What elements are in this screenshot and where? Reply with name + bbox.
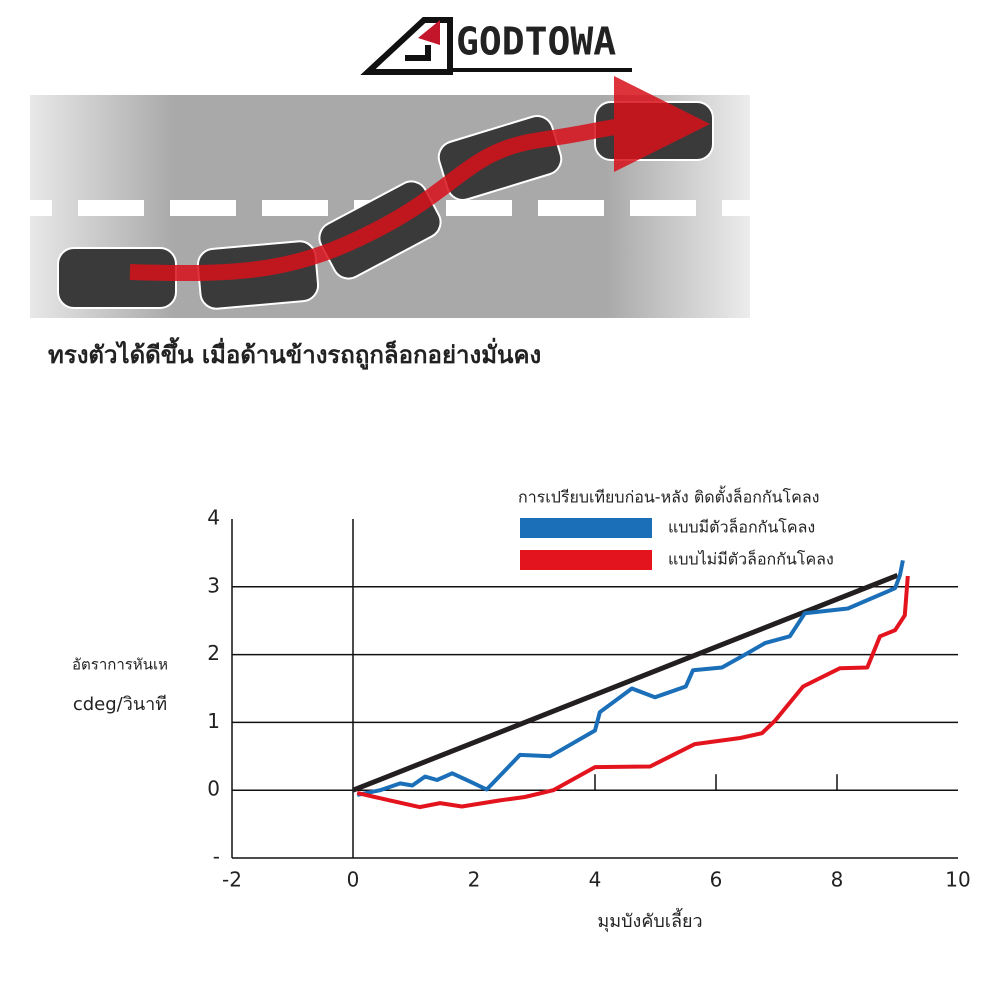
x-tick-label: -2 <box>222 868 242 892</box>
x-tick-label: 4 <box>589 868 602 892</box>
y-axis-label: อัตราการหันเห <box>72 656 168 674</box>
legend-label: แบบมีตัวล็อกกันโคลง <box>668 517 815 537</box>
data-line <box>352 572 899 793</box>
y-axis-label: cdeg/วินาที <box>73 694 167 715</box>
logo: GODTOWA <box>360 17 632 75</box>
x-axis-label: มุมบังคับเลี้ยว <box>597 908 702 932</box>
legend-swatch <box>520 518 652 538</box>
y-tick-label: - <box>213 845 220 869</box>
x-tick-label: 6 <box>710 868 723 892</box>
data-line <box>356 560 905 797</box>
y-tick-label: 1 <box>207 709 220 733</box>
y-tick-label: 4 <box>207 506 220 530</box>
logo-text: GODTOWA <box>456 20 616 64</box>
road-illustration <box>30 76 750 318</box>
y-tick-label: 0 <box>207 777 220 801</box>
legend-label: แบบไม่มีตัวล็อกกันโคลง <box>668 549 834 569</box>
x-tick-label: 2 <box>468 868 481 892</box>
x-tick-label: 8 <box>831 868 844 892</box>
y-tick-label: 2 <box>207 641 220 665</box>
chart: - 0 1 2 3 4 -2 0 2 4 6 8 10 อัตราการหันเห cdeg/วินาทีม… <box>72 486 971 933</box>
legend-title: การเปรียบเทียบก่อน-หลัง ติดตั้งล็อกกันโค… <box>518 486 819 507</box>
x-tick-label: 0 <box>347 868 360 892</box>
y-tick-label: 3 <box>207 573 220 597</box>
caption: ทรงตัวได้ดีขึ้น เมื่อด้านข้างรถถูกล็อกอย… <box>48 336 541 370</box>
data-line <box>356 575 910 810</box>
legend-swatch <box>520 550 652 570</box>
x-tick-label: 10 <box>945 868 970 892</box>
